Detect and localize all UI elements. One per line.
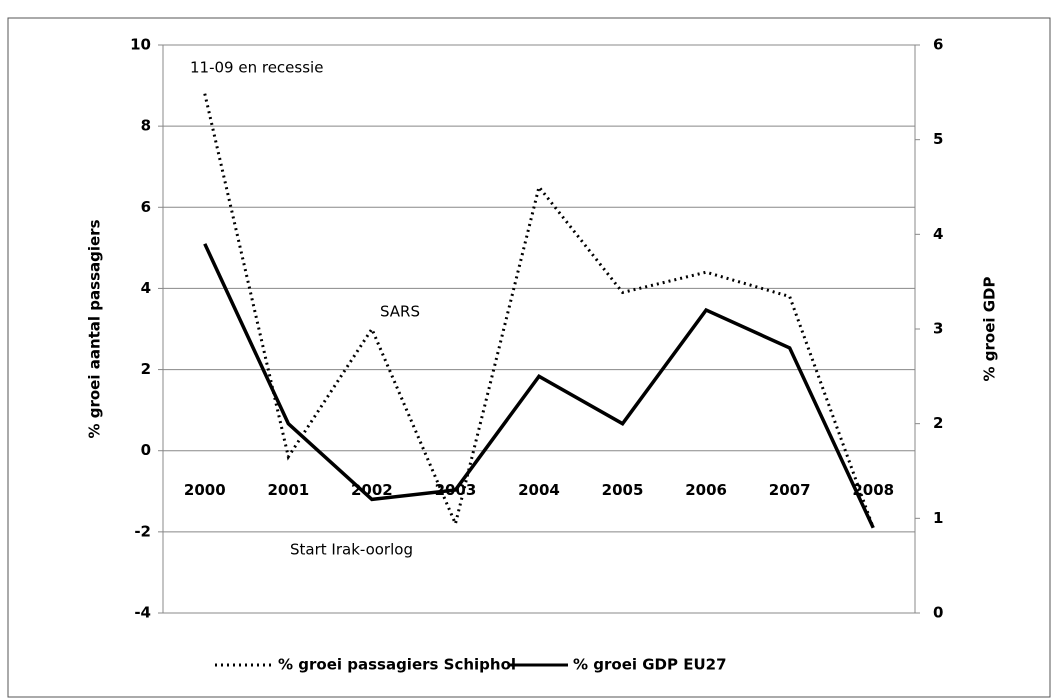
y-tick-label: 4 [141, 279, 151, 297]
annotation: 11-09 en recessie [190, 59, 323, 77]
x-tick-label: 2007 [769, 481, 811, 499]
plot-area [162, 44, 916, 614]
legend-label: % groei passagiers Schiphol [278, 656, 516, 674]
x-tick-label: 2006 [685, 481, 727, 499]
y-axis-label: % groei aantal passagiers [86, 219, 104, 438]
x-tick-label: 2004 [518, 481, 560, 499]
x-tick-label: 2001 [267, 481, 309, 499]
y-tick-label: 2 [141, 360, 151, 378]
y-tick-label: 0 [141, 441, 151, 459]
y-tick-label: 10 [130, 36, 151, 54]
y2-tick-label: 4 [933, 225, 943, 243]
annotation: Start Irak-oorlog [290, 541, 413, 559]
annotation: SARS [380, 303, 420, 321]
legend-label: % groei GDP EU27 [573, 656, 727, 674]
y2-tick-label: 0 [933, 604, 943, 622]
y-tick-label: -4 [134, 604, 151, 622]
series-line [203, 93, 875, 529]
x-tick-label: 2002 [351, 481, 393, 499]
y2-tick-label: 2 [933, 414, 943, 432]
series-line [203, 243, 875, 529]
x-tick-label: 2000 [184, 481, 226, 499]
y-tick-label: 8 [141, 117, 151, 135]
y2-tick-label: 1 [933, 509, 943, 527]
y2-tick-label: 6 [933, 36, 943, 54]
y-tick-label: -2 [134, 522, 151, 540]
y2-tick-label: 3 [933, 320, 943, 338]
x-tick-label: 2005 [602, 481, 644, 499]
y2-tick-label: 5 [933, 130, 943, 148]
y2-axis-label: % groei GDP [981, 277, 999, 382]
frame [7, 17, 1051, 698]
y-tick-label: 6 [141, 198, 151, 216]
